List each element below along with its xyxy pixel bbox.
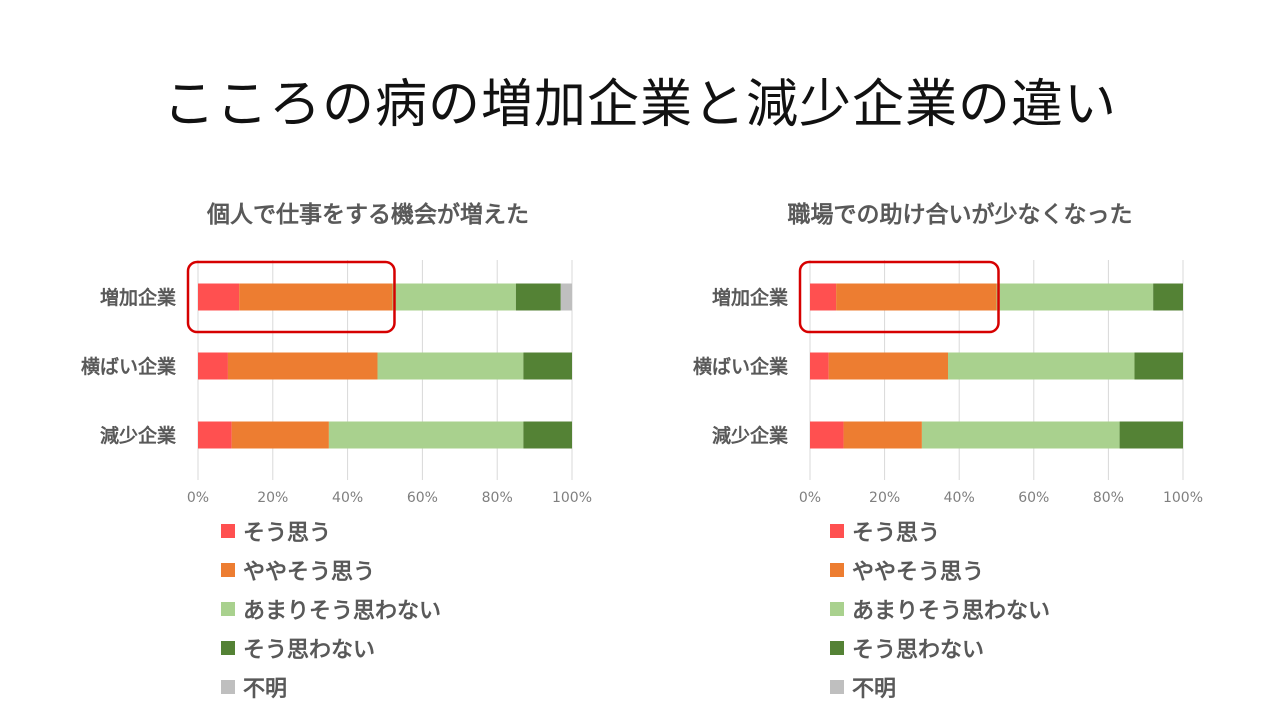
x-tick-label: 0% bbox=[799, 490, 821, 506]
legend-item: そう思わない bbox=[830, 628, 1050, 667]
legend-swatch bbox=[221, 640, 235, 655]
x-tick-label: 60% bbox=[1018, 490, 1049, 506]
bar-segment bbox=[948, 352, 1135, 380]
highlight-box bbox=[186, 260, 396, 334]
legend-item: あまりそう思わない bbox=[221, 589, 441, 628]
slide-title: こころの病の増加企業と減少企業の違い bbox=[162, 75, 1117, 135]
legend-item: そう思わない bbox=[221, 628, 441, 667]
bar-segment bbox=[921, 421, 1120, 449]
bar-segment bbox=[377, 352, 524, 380]
category-label: 横ばい企業 bbox=[81, 355, 177, 378]
x-tick-label: 60% bbox=[407, 490, 438, 506]
bar-segment bbox=[515, 283, 561, 311]
highlight-box bbox=[798, 260, 1000, 334]
legend: そう思うややそう思うあまりそう思わない そう思わない 不明 bbox=[830, 511, 1050, 706]
bar-segment bbox=[1153, 283, 1183, 311]
legend-swatch bbox=[830, 523, 844, 538]
bar-segment bbox=[523, 352, 572, 380]
bar-segment bbox=[1134, 352, 1183, 380]
x-tick-label: 80% bbox=[482, 490, 513, 506]
category-label: 減少企業 bbox=[100, 424, 177, 447]
bar-segment bbox=[996, 283, 1154, 311]
legend-item: 不明 bbox=[221, 667, 441, 706]
bar-segment bbox=[198, 352, 228, 380]
legend-label: ややそう思う bbox=[243, 559, 376, 585]
legend-label: そう思う bbox=[852, 520, 941, 546]
bar-segment bbox=[392, 283, 516, 311]
legend-item: そう思う bbox=[830, 511, 1050, 550]
chart-left: 個人で仕事をする機会が増えた 0% 20% 40% 60% 80% 100% 増加企業横ばい… bbox=[58, 195, 678, 715]
legend-swatch bbox=[830, 562, 844, 577]
bar-segment bbox=[810, 283, 837, 311]
legend-label: 不明 bbox=[852, 676, 897, 702]
x-tick-label: 40% bbox=[944, 490, 975, 506]
bar-segment bbox=[523, 421, 572, 449]
bar-segment bbox=[231, 421, 329, 449]
x-tick-label: 40% bbox=[332, 490, 363, 506]
bar-segment bbox=[828, 352, 949, 380]
bar-segment bbox=[198, 283, 240, 311]
legend-label: あまりそう思わない bbox=[852, 598, 1051, 624]
legend-label: あまりそう思わない bbox=[243, 598, 442, 624]
category-label: 減少企業 bbox=[712, 424, 789, 447]
chart-title: 職場での助け合いが少なくなった bbox=[787, 202, 1133, 228]
bar-segment bbox=[843, 421, 922, 449]
legend-label: ややそう思う bbox=[852, 559, 985, 585]
category-label: 横ばい企業 bbox=[693, 355, 789, 378]
legend-swatch bbox=[830, 640, 844, 655]
chart-title: 個人で仕事をする機会が増えた bbox=[207, 202, 529, 228]
x-tick-label: 20% bbox=[257, 490, 288, 506]
legend-label: そう思わない bbox=[852, 637, 985, 663]
legend: そう思うややそう思うあまりそう思わない そう思わない 不明 bbox=[221, 511, 441, 706]
legend-item: そう思う bbox=[221, 511, 441, 550]
bar-segment bbox=[198, 421, 232, 449]
bar-segment bbox=[836, 283, 997, 311]
legend-item: ややそう思う bbox=[221, 550, 441, 589]
x-tick-label: 100% bbox=[552, 490, 592, 506]
legend-label: 不明 bbox=[243, 676, 288, 702]
x-tick-label: 20% bbox=[869, 490, 900, 506]
legend-label: そう思わない bbox=[243, 637, 376, 663]
chart-right: 職場での助け合いが少なくなった 0% 20% 40% 60% 80% 100% 増加企業横ば… bbox=[650, 195, 1270, 715]
legend-swatch bbox=[830, 679, 844, 694]
legend-swatch bbox=[221, 523, 235, 538]
legend-swatch bbox=[221, 679, 235, 694]
x-tick-label: 0% bbox=[187, 490, 209, 506]
legend-swatch bbox=[221, 562, 235, 577]
bar-segment bbox=[227, 352, 378, 380]
bar-segment bbox=[810, 352, 829, 380]
legend-item: 不明 bbox=[830, 667, 1050, 706]
category-label: 増加企業 bbox=[100, 286, 177, 309]
legend-swatch bbox=[221, 601, 235, 616]
x-tick-label: 80% bbox=[1093, 490, 1124, 506]
legend-item: ややそう思う bbox=[830, 550, 1050, 589]
category-label: 増加企業 bbox=[712, 286, 789, 309]
bar-segment bbox=[560, 283, 572, 311]
bar-segment bbox=[239, 283, 393, 311]
legend-item: あまりそう思わない bbox=[830, 589, 1050, 628]
bar-segment bbox=[1119, 421, 1183, 449]
legend-label: そう思う bbox=[243, 520, 332, 546]
bar-segment bbox=[810, 421, 844, 449]
bar-segment bbox=[328, 421, 524, 449]
x-tick-label: 100% bbox=[1163, 490, 1203, 506]
legend-swatch bbox=[830, 601, 844, 616]
